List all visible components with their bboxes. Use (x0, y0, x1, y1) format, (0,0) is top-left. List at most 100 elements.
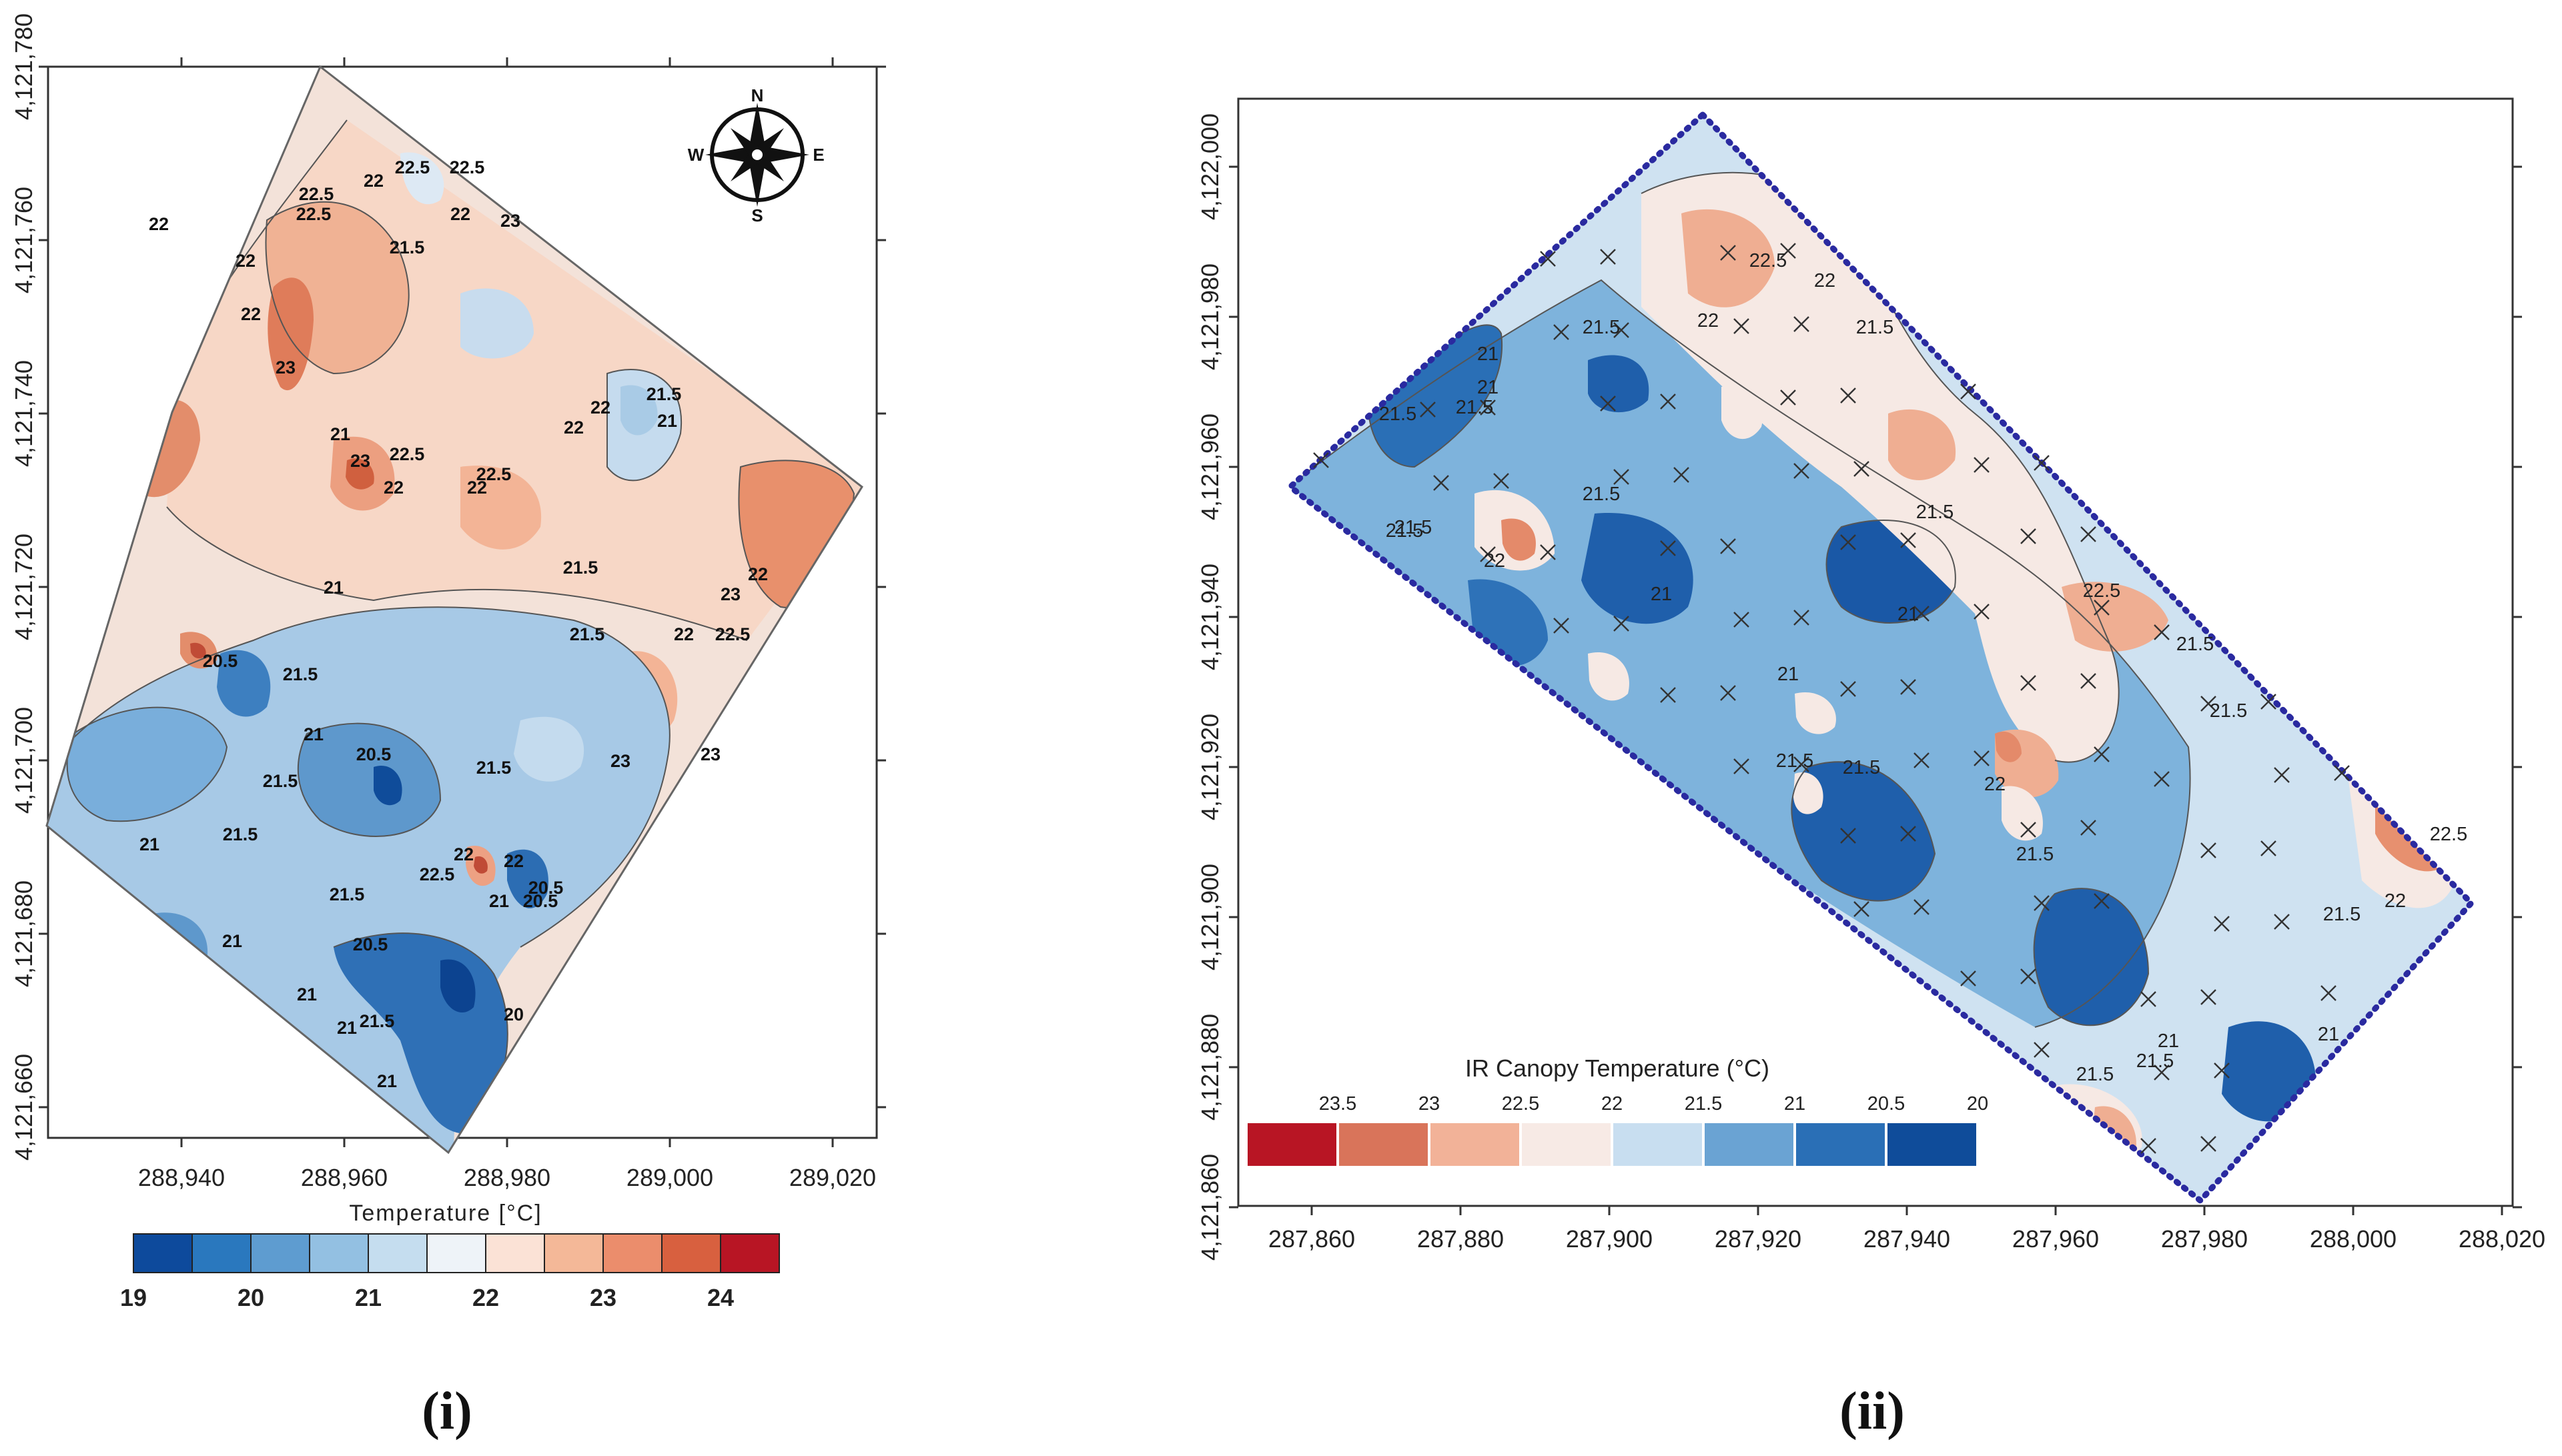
sample-point-marker (2214, 1062, 2230, 1078)
right-contour-label: 21.5 (1843, 757, 1880, 778)
left-color-legend: 19 20 21 22 23 24 (120, 1233, 780, 1311)
sample-point-marker (1673, 467, 1689, 483)
right-contour-label: 21.5 (2016, 844, 2054, 865)
right-contour-label: 21 (1651, 584, 1672, 605)
sample-point-marker (2214, 916, 2230, 932)
left-y-tick-label: 4,121,720 (10, 534, 37, 640)
sample-point-marker (1660, 540, 1676, 556)
right-legend-tick: 22.5 (1502, 1093, 1539, 1115)
right-legend-tick: 20 (1967, 1093, 1988, 1115)
sample-point-marker (1913, 899, 1930, 915)
sample-point-marker (2080, 673, 2096, 689)
sample-point-marker (1733, 318, 1749, 334)
left-contour-label: 21.5 (476, 758, 512, 778)
right-legend-swatch (1796, 1123, 1885, 1166)
left-contour-label: 21.5 (570, 624, 605, 644)
right-contour-label: 21.5 (1583, 317, 1620, 338)
right-y-tick-label: 4,121,900 (1196, 864, 1224, 970)
sample-point-marker (1720, 245, 1736, 261)
sample-point-marker (1900, 679, 1916, 695)
left-contour-label: 22.5 (390, 444, 425, 464)
left-contour-label: 21 (324, 578, 344, 598)
right-contour-label: 22.5 (2430, 824, 2467, 845)
left-contour-label: 22.5 (450, 157, 485, 177)
left-contour-label: 23 (701, 744, 721, 764)
right-x-tick-label: 287,960 (2012, 1225, 2099, 1253)
left-legend-swatch (485, 1233, 545, 1273)
right-x-tick-label: 287,920 (1715, 1225, 1801, 1253)
right-y-tick-label: 4,121,980 (1196, 263, 1224, 370)
right-color-legend: 23.5 23 22.5 22 21.5 21 20.5 20 (1248, 1093, 1988, 1166)
left-contour-label: 22 (384, 478, 404, 498)
left-contour-label: 21.5 (390, 237, 425, 257)
left-contour-label: 21 (657, 411, 677, 431)
sample-point-marker (2034, 455, 2050, 471)
left-contour-label: 21 (330, 424, 350, 444)
left-field-boundary (45, 65, 863, 1155)
left-contour-label: 23 (500, 211, 520, 231)
sample-point-marker (1600, 396, 1616, 412)
right-y-tick-label: 4,121,920 (1196, 714, 1224, 820)
sample-point-marker (2080, 820, 2096, 836)
left-y-axis: 4,121,780 4,121,760 4,121,740 4,121,720 4,12… (10, 13, 886, 1161)
sample-point-marker (2320, 985, 2336, 1001)
left-contour-label: 21 (337, 1018, 357, 1038)
left-contour-label: 20.5 (356, 744, 392, 764)
left-x-tick-label: 288,960 (301, 1164, 388, 1191)
right-legend-swatch (1522, 1123, 1611, 1166)
right-field-boundary (1286, 110, 2476, 1205)
left-contour-labels: 222222.522.5222221.52222.52322.523212223… (139, 157, 768, 1091)
sample-point-marker (2020, 675, 2036, 691)
sample-point-marker (1480, 400, 1496, 416)
sample-point-marker (1720, 685, 1736, 701)
left-contour-label: 21.5 (360, 1011, 395, 1031)
left-contour-label: 22 (564, 418, 584, 438)
right-legend-swatch (1705, 1123, 1793, 1166)
sample-point-marker (1313, 452, 1329, 468)
sample-point-marker (1480, 546, 1496, 562)
left-contour-label: 20.5 (203, 651, 238, 671)
sample-point-marker (2260, 694, 2276, 710)
left-contour-label: 21.5 (283, 664, 318, 684)
right-contour-label: 21.5 (1776, 750, 1813, 772)
right-y-tick-label: 4,121,940 (1196, 564, 1224, 670)
left-x-tick-label: 288,980 (464, 1164, 550, 1191)
left-legend-title: Temperature [°C] (349, 1201, 542, 1226)
sample-point-marker (1793, 610, 1809, 626)
right-x-tick-label: 287,900 (1566, 1225, 1653, 1253)
left-contour-label: 20.5 (353, 934, 388, 954)
sample-point-marker (1913, 606, 1930, 622)
sample-point-marker (2274, 767, 2290, 783)
sample-point-marker (1553, 618, 1569, 634)
right-contour-label: 21 (1477, 343, 1499, 365)
sample-point-marker (2140, 991, 2156, 1007)
right-contour-label: 22 (1814, 270, 1835, 291)
left-contour-label: 22 (149, 214, 169, 234)
sample-point-marker (1780, 243, 1796, 259)
sample-point-marker (2274, 914, 2290, 930)
left-panel-label: (i) (422, 1382, 472, 1441)
sample-point-marker (2200, 842, 2216, 858)
left-contour-label: 22.5 (715, 624, 751, 644)
left-contour-label: 23 (610, 751, 630, 771)
right-contour-label: 21.5 (2076, 1064, 2114, 1085)
sample-point-marker (1433, 475, 1449, 491)
right-contour-label: 21 (1477, 377, 1499, 398)
sample-point-marker (2034, 1042, 2050, 1058)
sample-point-marker (2200, 1136, 2216, 1152)
left-legend-swatch (191, 1233, 252, 1273)
right-x-axis: 287,860 287,880 287,900 287,920 287,940 287,9… (1268, 1206, 2545, 1253)
sample-point-marker (1613, 616, 1629, 632)
sample-point-marker (2094, 746, 2110, 762)
right-contour-label: 22.5 (1749, 250, 1787, 271)
sample-point-marker (2020, 968, 2036, 984)
right-x-tick-label: 287,980 (2161, 1225, 2248, 1253)
left-contour-label: 22 (674, 624, 694, 644)
left-legend-tick: 20 (238, 1284, 264, 1311)
sample-point-marker (1420, 402, 1436, 418)
sample-point-marker (1840, 534, 1856, 550)
sample-point-marker (1840, 388, 1856, 404)
left-y-tick-label: 4,121,700 (10, 707, 37, 814)
right-contour-label: 21.5 (2176, 634, 2214, 655)
left-contour-label: 22.5 (296, 204, 332, 224)
